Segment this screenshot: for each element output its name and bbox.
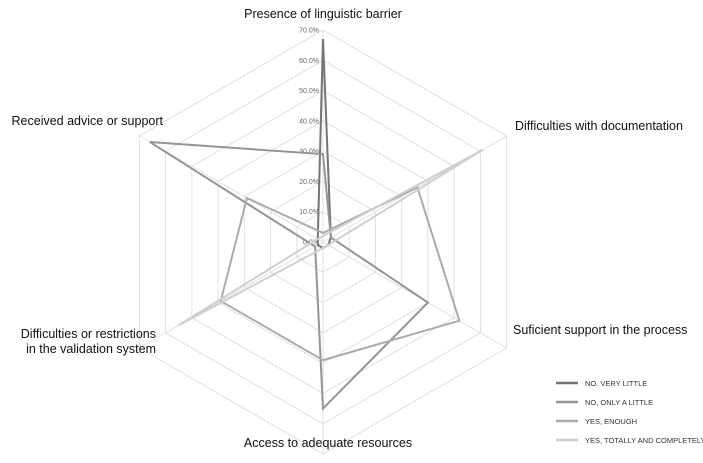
axis-label: Received advice or support <box>12 114 164 128</box>
r-tick-label: 70.0% <box>299 28 319 35</box>
r-tick-label: 40.0% <box>299 118 319 125</box>
spoke <box>322 241 507 349</box>
axis-label: Difficulties or restrictions in the valid… <box>21 327 156 356</box>
legend-label: YES, TOTALLY AND COMPLETELY <box>585 436 703 445</box>
legend-label: NO, ONLY A LITTLE <box>585 398 653 407</box>
axis-label: Difficulties with documentation <box>515 119 683 133</box>
r-tick-label: 20.0% <box>299 179 319 186</box>
legend-label: NO. VERY LITTLE <box>585 379 647 388</box>
spoke <box>139 241 324 349</box>
series-polygon <box>178 148 484 327</box>
axis-label: Access to adequate resources <box>244 436 412 450</box>
series-polygon <box>149 141 430 411</box>
r-tick-label: 30.0% <box>299 149 319 156</box>
axis-label: Suficient support in the process <box>513 323 687 337</box>
r-tick-label: 60.0% <box>299 58 319 65</box>
r-tick-label: 50.0% <box>299 88 319 95</box>
axis-label: Presence of linguistic barrier <box>244 7 402 21</box>
legend-label: YES, ENOUGH <box>585 417 637 426</box>
series-polygon <box>219 186 461 362</box>
r-tick-label: 10.0% <box>299 209 319 216</box>
